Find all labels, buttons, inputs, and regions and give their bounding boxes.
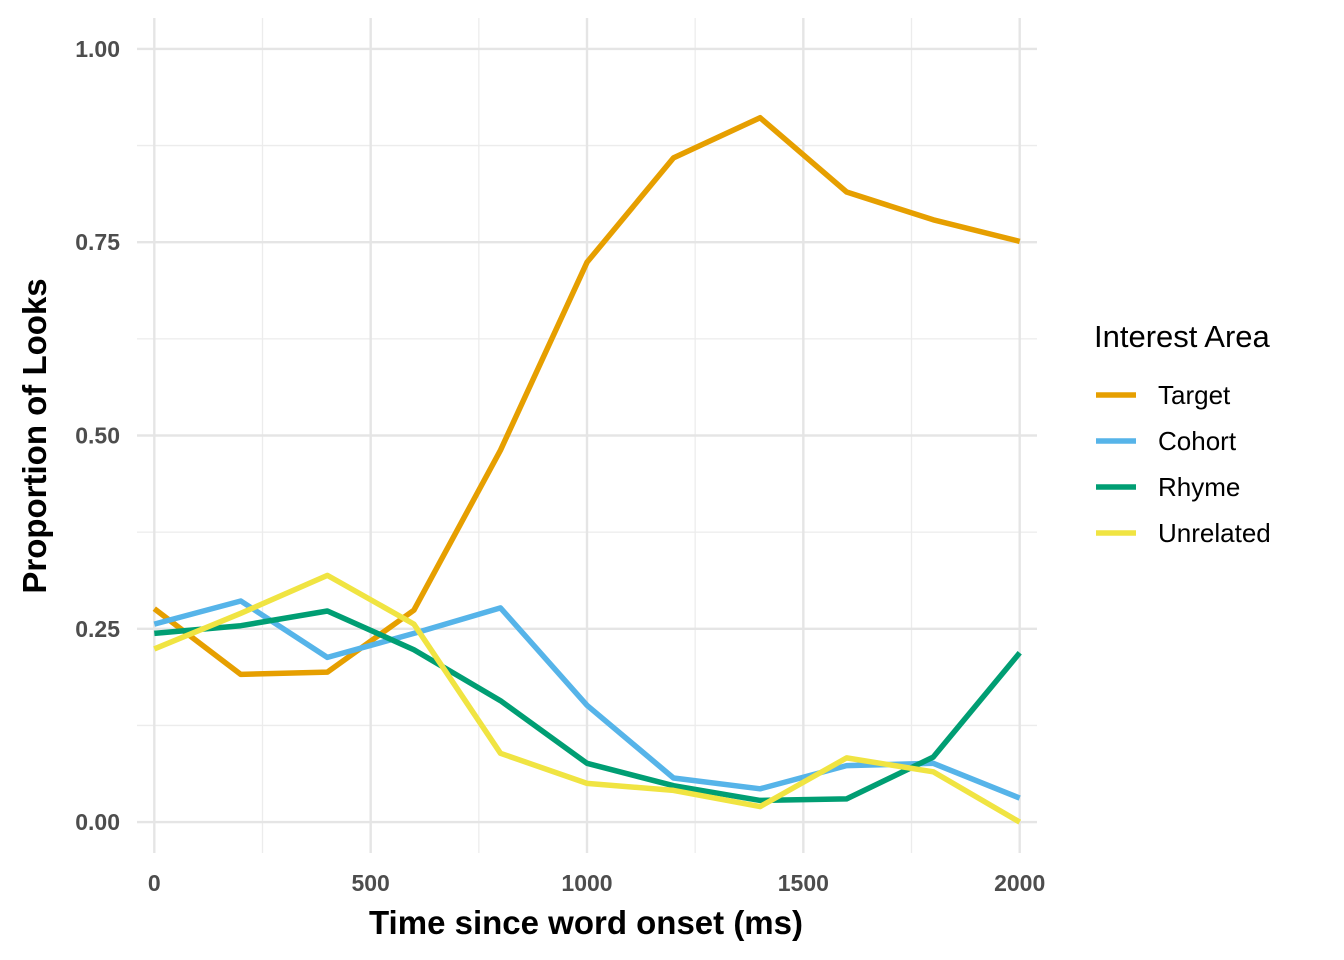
x-axis-title: Time since word onset (ms) <box>369 904 803 941</box>
series-line-target <box>152 114 1021 678</box>
x-tick-label: 2000 <box>994 870 1045 896</box>
y-tick-label: 0.75 <box>75 229 120 255</box>
series-line-unrelated <box>153 572 1022 825</box>
legend-label-rhyme: Rhyme <box>1158 472 1240 502</box>
legend-label-target: Target <box>1158 380 1231 410</box>
legend-label-cohort: Cohort <box>1158 426 1237 456</box>
legend-label-unrelated: Unrelated <box>1158 518 1271 548</box>
y-axis-title: Proportion of Looks <box>16 278 53 593</box>
x-tick-label: 1000 <box>561 870 612 896</box>
x-tick-label: 0 <box>148 870 161 896</box>
grid <box>137 18 1037 853</box>
series-lines <box>152 114 1022 825</box>
y-axis-ticks: 0.00 0.25 0.50 0.75 1.00 <box>75 36 120 835</box>
x-tick-label: 500 <box>351 870 389 896</box>
x-tick-label: 1500 <box>778 870 829 896</box>
series-line-rhyme <box>154 608 1022 804</box>
legend: Interest Area Target Cohort Rhyme Unrelated <box>1094 319 1271 548</box>
y-tick-label: 0.25 <box>75 616 120 642</box>
y-tick-label: 1.00 <box>75 36 120 62</box>
x-axis-ticks: 0 500 1000 1500 2000 <box>148 870 1045 896</box>
legend-title: Interest Area <box>1094 319 1271 354</box>
y-tick-label: 0.00 <box>75 809 120 835</box>
y-tick-label: 0.50 <box>75 423 120 449</box>
